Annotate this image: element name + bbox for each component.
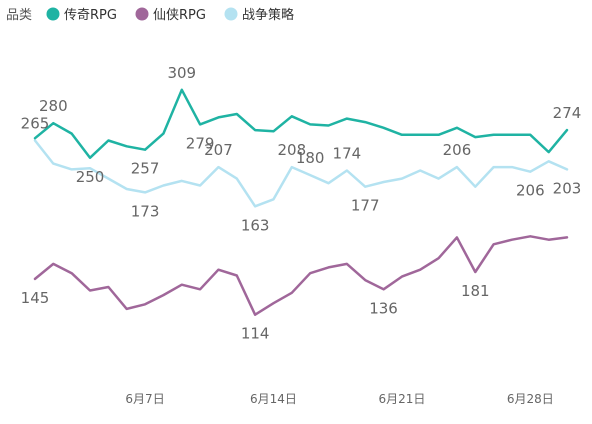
series-line-2 [33, 235, 569, 316]
data-label: 203 [553, 179, 582, 197]
legend-label: 战争策略 [242, 7, 294, 23]
data-label: 207 [204, 141, 233, 159]
legend-title: 品类 [6, 8, 32, 23]
data-label: 163 [241, 216, 270, 234]
legend-item-3: 战争策略 [224, 7, 294, 23]
data-label: 181 [461, 282, 490, 300]
legend-label: 仙侠RPG [153, 8, 206, 23]
data-label: 265 [21, 115, 50, 133]
data-label: 257 [131, 160, 160, 178]
x-tick-label: 6月7日 [125, 392, 164, 406]
x-axis: 6月7日 6月14日 6月21日 6月28日 [125, 392, 553, 406]
data-label: 206 [443, 141, 472, 159]
legend-marker [46, 7, 60, 21]
data-label: 173 [131, 202, 160, 220]
data-label: 177 [351, 197, 380, 215]
data-label: 180 [296, 149, 325, 167]
x-tick-label: 6月28日 [507, 392, 554, 406]
series-layer [33, 88, 569, 316]
legend-marker [135, 7, 149, 21]
legend-item-1: 传奇RPG [46, 7, 117, 23]
x-tick-label: 6月21日 [378, 392, 425, 406]
data-labels: 280 250 257 309 279 274 145 114 136 181 265 173 207 1… [21, 64, 582, 343]
data-label: 206 [516, 182, 545, 200]
data-label: 280 [39, 97, 68, 115]
data-label: 250 [76, 168, 105, 186]
data-label: 274 [553, 104, 582, 122]
data-label: 279 [186, 134, 215, 152]
data-label: 145 [21, 289, 50, 307]
series-line-3 [33, 139, 569, 208]
data-label: 136 [369, 299, 398, 317]
data-label: 174 [333, 145, 362, 163]
legend-marker [224, 7, 238, 21]
x-tick-label: 6月14日 [250, 392, 297, 406]
series-line-1 [33, 88, 569, 160]
data-label: 208 [278, 141, 307, 159]
data-label: 309 [167, 64, 196, 82]
legend-label: 传奇RPG [64, 7, 117, 23]
legend-item-2: 仙侠RPG [135, 7, 206, 23]
data-label: 114 [241, 325, 270, 343]
legend: 品类 传奇RPG 仙侠RPG 战争策略 [6, 7, 294, 23]
